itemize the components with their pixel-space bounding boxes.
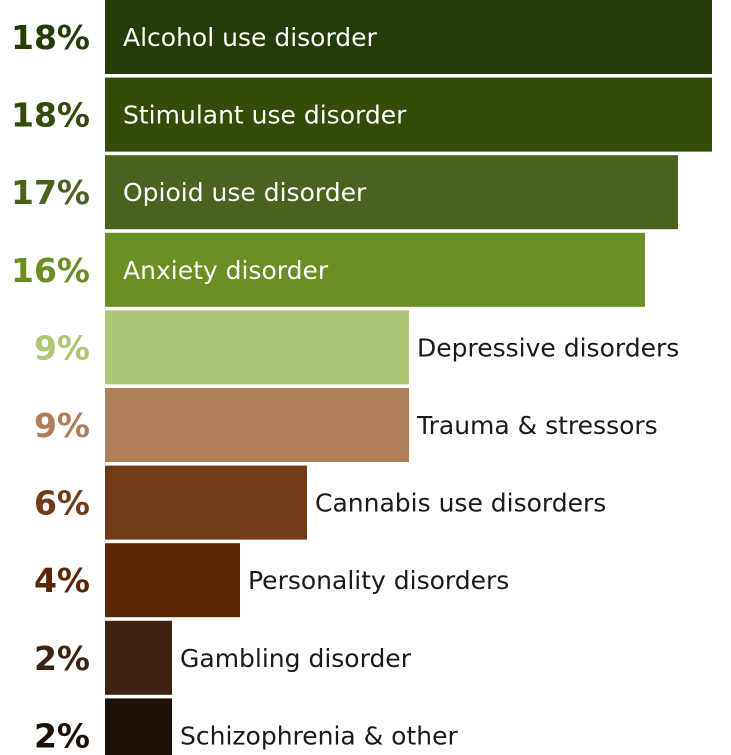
bar-10	[105, 698, 172, 755]
category-label-1: Alcohol use disorder	[123, 23, 378, 52]
percent-label-3: 17%	[11, 173, 90, 212]
percent-label-9: 2%	[34, 639, 90, 678]
bar-4	[105, 232, 645, 307]
percent-label-5: 9%	[34, 328, 90, 367]
category-label-5: Depressive disorders	[417, 333, 679, 362]
percent-label-4: 16%	[11, 251, 90, 290]
category-label-9: Gambling disorder	[180, 644, 412, 673]
bar-7	[105, 465, 307, 540]
bar-8	[105, 543, 240, 618]
percent-label-10: 2%	[34, 716, 90, 755]
bars-group	[105, 0, 712, 755]
category-label-4: Anxiety disorder	[123, 256, 329, 285]
category-labels-group: Alcohol use disorder Stimulant use disord…	[123, 23, 679, 750]
percent-label-8: 4%	[34, 561, 90, 600]
percent-label-1: 18%	[11, 18, 90, 57]
bar-3	[105, 155, 678, 230]
percent-label-6: 9%	[34, 406, 90, 445]
percent-label-2: 18%	[11, 96, 90, 135]
bar-5	[105, 310, 409, 385]
bar-2	[105, 77, 712, 152]
bar-9	[105, 620, 172, 695]
category-label-2: Stimulant use disorder	[123, 101, 407, 130]
category-label-6: Trauma & stressors	[416, 411, 658, 440]
category-label-7: Cannabis use disorders	[315, 489, 606, 518]
category-label-3: Opioid use disorder	[123, 178, 367, 207]
bar-1	[105, 0, 712, 74]
percent-labels-group: 18% 18% 17% 16% 9% 9% 6% 4% 2% 2%	[11, 18, 90, 755]
category-label-8: Personality disorders	[248, 566, 509, 595]
percent-label-7: 6%	[34, 484, 90, 523]
category-label-10: Schizophrenia & other	[180, 721, 458, 750]
bar-6	[105, 388, 409, 462]
